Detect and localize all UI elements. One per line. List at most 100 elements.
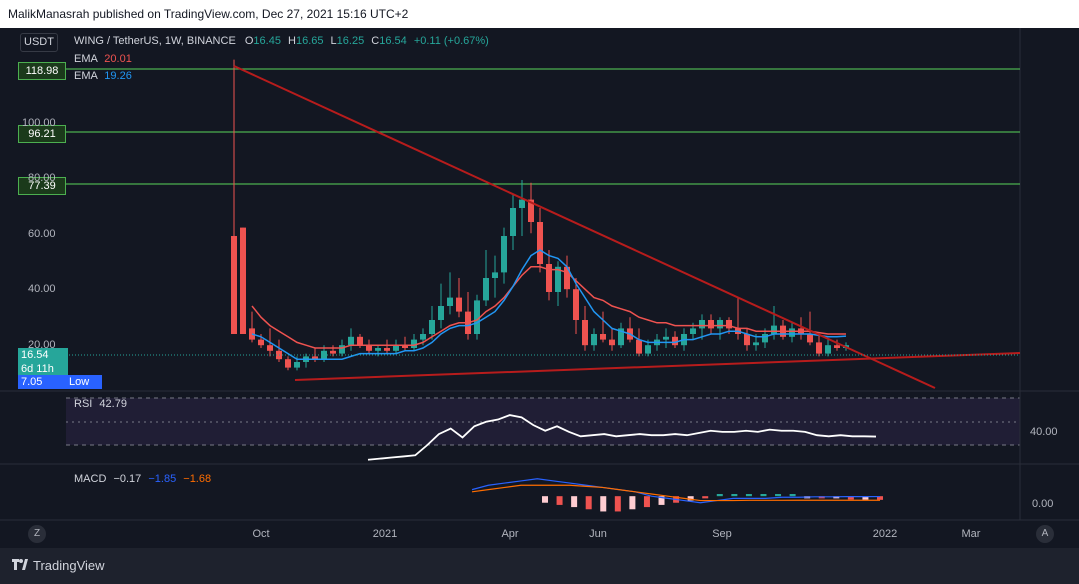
candle-body[interactable] (528, 199, 534, 222)
candle-body[interactable] (816, 342, 822, 354)
ohlc-open: 16.45 (253, 35, 281, 47)
macd-label: MACD (74, 473, 107, 485)
candle-body[interactable] (618, 328, 624, 346)
candle-body[interactable] (717, 320, 723, 329)
candle-body[interactable] (456, 297, 462, 312)
candle-body[interactable] (564, 266, 570, 290)
ema-red-value: 20.01 (104, 53, 132, 65)
candle-body[interactable] (483, 278, 489, 301)
last-price-tag: 16.54 (18, 348, 68, 362)
candle-body[interactable] (267, 345, 273, 351)
ema-red-legend[interactable]: EMA 20.01 (74, 53, 132, 65)
descending-trendline[interactable] (233, 65, 936, 389)
macd-hist-bar (643, 496, 650, 508)
rsi-value: 42.79 (99, 398, 127, 410)
rsi-line (367, 414, 877, 461)
candle-body[interactable] (375, 348, 381, 351)
candle-body[interactable] (285, 359, 291, 368)
macd-hist-bar (600, 496, 607, 512)
candle-body[interactable] (312, 356, 318, 360)
signal-line (471, 484, 880, 502)
candle-body[interactable] (555, 266, 561, 292)
candle-body[interactable] (825, 345, 831, 354)
candle-body[interactable] (771, 325, 777, 334)
ema-red-line (251, 266, 847, 349)
xtick-2021: 2021 (372, 528, 398, 540)
candle-body[interactable] (663, 336, 669, 340)
macd-hist-bar (585, 496, 592, 510)
macd-hist-bar (789, 494, 796, 497)
candle-body[interactable] (573, 289, 579, 320)
candle-body[interactable] (339, 345, 345, 354)
candle-body[interactable] (438, 306, 444, 320)
candle-body[interactable] (726, 320, 732, 329)
candle-body[interactable] (492, 272, 498, 278)
candle-body[interactable] (744, 334, 750, 346)
candle-body[interactable] (393, 345, 399, 351)
candle-body[interactable] (501, 236, 507, 273)
macd-hist-bar (687, 496, 694, 501)
macd-hist-bar (716, 494, 723, 497)
ohlc-close: 16.54 (379, 35, 407, 47)
auto-scale-button[interactable]: A (1036, 525, 1054, 543)
candle-body[interactable] (600, 334, 606, 340)
xtick-mar: Mar (961, 528, 981, 540)
candle-body[interactable] (789, 328, 795, 337)
macd-hist-bar (862, 496, 869, 500)
candle-body[interactable] (762, 334, 768, 343)
ohlc-high: 16.65 (295, 35, 324, 47)
candle-body[interactable] (240, 227, 246, 334)
ema-blue-legend[interactable]: EMA 19.26 (74, 70, 132, 82)
candle-body[interactable] (519, 199, 525, 208)
candle-body[interactable] (834, 345, 840, 348)
tradingview-brand[interactable]: TradingView (33, 558, 105, 573)
candle-body[interactable] (708, 320, 714, 329)
candle-body[interactable] (366, 345, 372, 351)
candle-body[interactable] (636, 339, 642, 354)
candle-body[interactable] (429, 320, 435, 334)
rsi-legend[interactable]: RSI 42.79 (74, 398, 127, 410)
candle-body[interactable] (447, 297, 453, 306)
candle-body[interactable] (348, 336, 354, 346)
candle-body[interactable] (699, 320, 705, 329)
candle-body[interactable] (807, 334, 813, 343)
candle-body[interactable] (510, 208, 516, 236)
publish-header: MalikManasrah published on TradingView.c… (0, 0, 1079, 28)
ohlc-open-label: O (244, 35, 254, 47)
candle-body[interactable] (753, 342, 759, 346)
candle-body[interactable] (420, 334, 426, 340)
candle-body[interactable] (258, 339, 264, 346)
candle-body[interactable] (690, 328, 696, 334)
candle-body[interactable] (474, 300, 480, 334)
candle-body[interactable] (591, 334, 597, 346)
macd-hist-bar (658, 496, 665, 505)
candle-body[interactable] (357, 336, 363, 346)
ema-blue-value: 19.26 (104, 70, 132, 82)
candle-body[interactable] (294, 362, 300, 368)
tradingview-logo-icon[interactable] (12, 559, 28, 571)
candle-body[interactable] (582, 320, 588, 346)
candle-body[interactable] (402, 345, 408, 348)
candle-body[interactable] (537, 222, 543, 264)
countdown-tag: 6d 11h (18, 362, 68, 376)
macd-hist-bar (847, 496, 854, 500)
candle-body[interactable] (546, 264, 552, 292)
ohlc-close-label: C (371, 35, 380, 47)
zoom-button[interactable]: Z (28, 525, 46, 543)
macd-legend[interactable]: MACD −0.17 −1.85 −1.68 (74, 473, 211, 485)
candle-body[interactable] (645, 345, 651, 354)
macd-hist-value: −1.68 (183, 473, 212, 485)
candle-body[interactable] (609, 339, 615, 346)
currency-badge[interactable]: USDT (20, 33, 58, 52)
publish-info: MalikManasrah published on TradingView.c… (8, 7, 409, 21)
candle-body[interactable] (411, 339, 417, 348)
ascending-trendline[interactable] (294, 352, 1021, 381)
candle-body[interactable] (672, 336, 678, 346)
candle-body[interactable] (384, 348, 390, 351)
xtick-jun: Jun (589, 528, 607, 540)
candle-body[interactable] (231, 236, 237, 334)
symbol-legend[interactable]: WING / TetherUS, 1W, BINANCE O16.45 H16.… (74, 35, 489, 47)
ytick-100: 100.00 (22, 117, 56, 129)
candle-body[interactable] (330, 350, 336, 354)
